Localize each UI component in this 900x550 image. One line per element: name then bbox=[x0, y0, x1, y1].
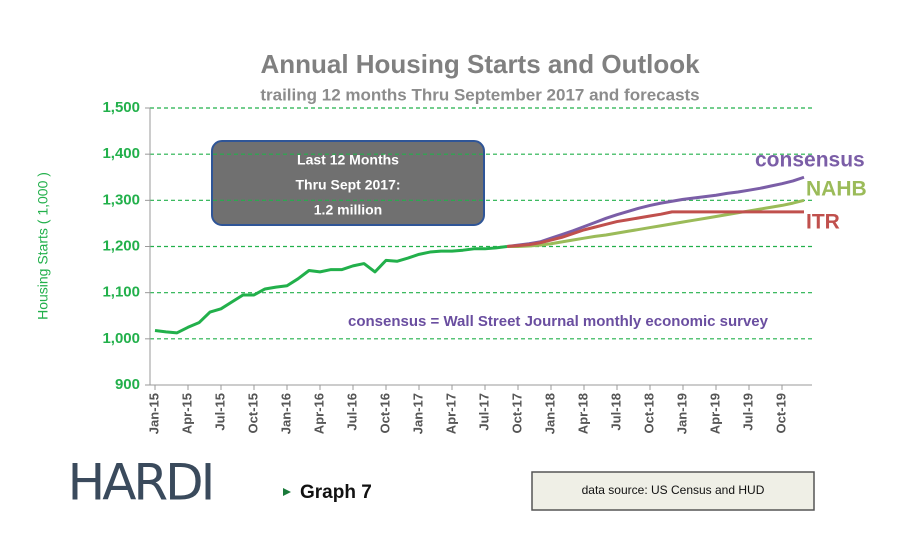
x-tick-label: Jul-19 bbox=[740, 393, 755, 431]
legend-label: consensus bbox=[755, 149, 865, 172]
x-tick-label: Jul-15 bbox=[212, 393, 227, 431]
x-tick-label: Oct-15 bbox=[245, 393, 260, 433]
callout-text: Last 12 Months bbox=[297, 152, 399, 168]
x-tick-label: Oct-18 bbox=[641, 393, 656, 433]
annotation: consensus = Wall Street Journal monthly … bbox=[348, 313, 769, 330]
x-tick-label: Jan-15 bbox=[146, 393, 161, 434]
x-tick-label: Jul-16 bbox=[344, 393, 359, 431]
y-tick-label: 1,400 bbox=[102, 145, 140, 162]
source: data source: US Census and HUD bbox=[582, 483, 765, 497]
callout-box bbox=[211, 140, 485, 226]
series-line bbox=[506, 175, 805, 248]
x-tick-label: Jan-17 bbox=[410, 393, 425, 434]
x-tick-label: Jan-16 bbox=[278, 393, 293, 434]
x-tick-label: Apr-15 bbox=[179, 393, 194, 434]
series-line bbox=[506, 210, 804, 248]
x-tick-label: Jul-17 bbox=[476, 393, 491, 431]
series-line bbox=[154, 245, 508, 335]
logo: HARDI bbox=[68, 454, 213, 512]
y-tick-label: 1,100 bbox=[102, 284, 140, 301]
chart-subtitle: trailing 12 months Thru September 2017 a… bbox=[260, 85, 699, 104]
legend-label: ITR bbox=[806, 211, 840, 234]
x-tick-label: Apr-17 bbox=[443, 393, 458, 434]
x-tick-label: Jan-19 bbox=[674, 393, 689, 434]
y-tick-label: 1,200 bbox=[102, 237, 140, 254]
y-tick-label: 900 bbox=[115, 376, 140, 393]
x-tick-label: Oct-19 bbox=[773, 393, 788, 433]
chart-title: Annual Housing Starts and Outlook bbox=[260, 49, 700, 79]
x-tick-label: Oct-16 bbox=[377, 393, 392, 433]
x-tick-label: Apr-18 bbox=[575, 393, 590, 434]
series-line bbox=[507, 198, 805, 248]
x-tick-label: Apr-16 bbox=[311, 393, 326, 434]
source-box bbox=[531, 471, 815, 511]
y-axis-label: Housing Starts ( 1,000 ) bbox=[35, 172, 51, 320]
y-tick-label: 1,500 bbox=[102, 99, 140, 116]
callout-text: Thru Sept 2017: bbox=[295, 177, 400, 193]
y-tick-label: 1,000 bbox=[102, 330, 140, 347]
x-tick-label: Oct-17 bbox=[509, 393, 524, 433]
x-tick-label: Jan-18 bbox=[542, 393, 557, 434]
y-tick-label: 1,300 bbox=[102, 191, 140, 208]
x-tick-label: Jul-18 bbox=[608, 393, 623, 431]
callout-text: 1.2 million bbox=[314, 202, 382, 218]
legend-label: NAHB bbox=[806, 178, 867, 201]
x-tick-label: Apr-19 bbox=[707, 393, 722, 434]
graph-label: Graph 7 bbox=[300, 482, 372, 503]
bullet bbox=[283, 488, 291, 496]
